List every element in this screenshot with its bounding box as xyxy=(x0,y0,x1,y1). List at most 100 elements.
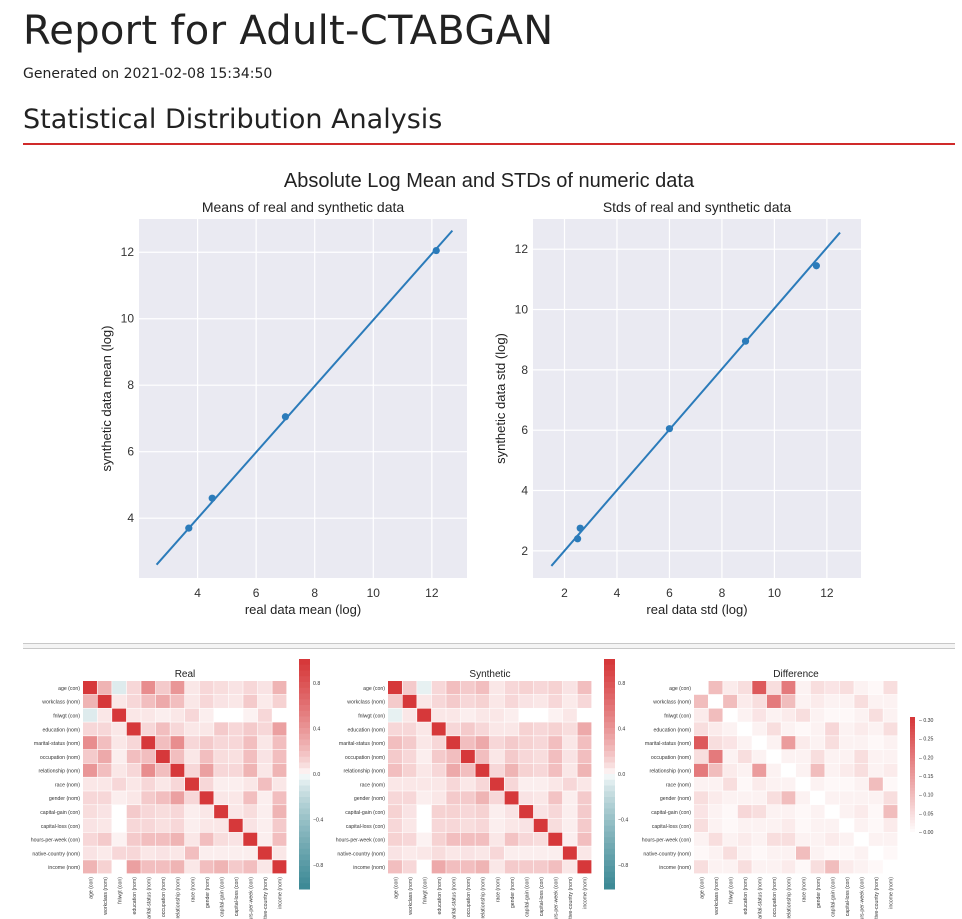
heatmap-cell xyxy=(752,736,767,750)
x-tick-label: 2 xyxy=(561,586,568,600)
heatmap-cell xyxy=(825,749,840,764)
colorbar-tick-label: 0.0 xyxy=(618,772,625,778)
column-label: age (con) xyxy=(393,877,399,899)
heatmap-cell xyxy=(839,722,854,736)
colorbar-segment xyxy=(910,784,915,789)
heatmap-cell xyxy=(752,681,767,695)
heatmap-cell xyxy=(460,791,475,805)
heatmap-cell xyxy=(533,818,548,833)
y-tick-label: 6 xyxy=(127,445,134,459)
heatmap-cell xyxy=(504,805,519,819)
heatmap-cell xyxy=(228,846,243,860)
heatmap-cell xyxy=(272,791,287,805)
heatmap-cell xyxy=(490,749,504,764)
colorbar-segment xyxy=(604,733,615,740)
heatmap-cell xyxy=(83,694,97,708)
heatmap-cell xyxy=(460,805,475,819)
heatmap-cell xyxy=(228,694,243,708)
colorbar-segment xyxy=(604,779,615,786)
row-label: fnlwgt (con) xyxy=(53,713,80,719)
heatmap-cell xyxy=(810,818,825,833)
heatmap-cell xyxy=(475,763,490,777)
column-label: income (nom) xyxy=(278,877,284,909)
heatmap-cell xyxy=(170,791,185,805)
colorbar-segment xyxy=(604,843,615,850)
column-label: gender (nom) xyxy=(510,877,516,908)
colorbar-tick-label: −0.4 xyxy=(313,818,323,824)
heatmap-cell xyxy=(126,860,141,874)
heatmap-cell xyxy=(170,694,185,708)
mean-std-figure: Absolute Log Mean and STDs of numeric da… xyxy=(99,170,861,617)
heatmap-cell xyxy=(490,832,504,846)
x-tick-label: 12 xyxy=(425,586,439,600)
column-label: marital-status (nom) xyxy=(452,877,458,919)
heatmap-cell xyxy=(752,805,767,819)
colorbar-segment xyxy=(299,866,310,873)
heatmap-cell xyxy=(839,694,854,708)
heatmap-cell xyxy=(766,722,781,736)
colorbar-tick-label: −0.8 xyxy=(618,863,628,869)
colorbar-segment xyxy=(299,682,310,689)
heatmap-cell xyxy=(796,846,810,860)
heatmap-cell xyxy=(126,777,141,791)
heatmap-cell xyxy=(417,763,432,777)
heatmap-cell xyxy=(577,818,592,833)
row-label: age (con) xyxy=(669,686,691,692)
heatmap-cell xyxy=(694,722,708,736)
colorbar-segment xyxy=(910,758,915,762)
heatmap-cell xyxy=(126,805,141,819)
heatmap-cell xyxy=(694,832,708,846)
heatmap-cell xyxy=(533,777,548,791)
heatmap-cell xyxy=(170,860,185,874)
heatmap-cell xyxy=(431,694,446,708)
heatmap-cell xyxy=(796,805,810,819)
heatmap-cell xyxy=(810,805,825,819)
heatmap-cell xyxy=(708,818,723,833)
heatmap-cell xyxy=(883,832,898,846)
heatmap-cell xyxy=(504,832,519,846)
colorbar-segment xyxy=(910,761,915,765)
heatmap-cell xyxy=(185,722,199,736)
heatmap-cell xyxy=(766,832,781,846)
heatmap-cell xyxy=(83,791,97,805)
heatmap-cell xyxy=(577,708,592,722)
heatmap-cell xyxy=(708,681,723,695)
y-tick-label: 2 xyxy=(521,544,528,558)
heatmap-cell xyxy=(708,846,723,860)
colorbar-segment xyxy=(299,693,310,700)
colorbar-segment xyxy=(604,676,615,683)
heatmap-cell xyxy=(199,791,214,805)
heatmap-cell xyxy=(141,736,156,750)
colorbar-segment xyxy=(910,778,915,783)
colorbar-segment xyxy=(604,854,615,861)
heatmap-cell xyxy=(431,736,446,750)
heatmap-cell xyxy=(854,791,869,805)
heatmap-cell xyxy=(97,805,112,819)
heatmap-cell xyxy=(854,832,869,846)
colorbar-segment xyxy=(299,797,310,804)
heatmap-cell xyxy=(752,749,767,764)
heatmap-cell xyxy=(83,736,97,750)
heatmap-cell xyxy=(243,681,258,695)
heatmap-cell xyxy=(781,832,796,846)
heatmap-cell xyxy=(112,694,127,708)
heatmap-cell xyxy=(781,694,796,708)
colorbar-segment xyxy=(604,831,615,838)
heatmap-cell xyxy=(446,694,461,708)
column-label: native-country (nom) xyxy=(874,877,880,919)
heatmap-cell xyxy=(562,681,577,695)
colorbar-tick-label: – 0.15 xyxy=(919,774,934,780)
heatmap-cell xyxy=(431,791,446,805)
heatmap-cell xyxy=(199,818,214,833)
heatmap-cell xyxy=(155,791,170,805)
heatmap-cell xyxy=(839,763,854,777)
colorbar-segment xyxy=(910,770,915,774)
heatmap-cell xyxy=(228,763,243,777)
colorbar-segment xyxy=(604,722,615,729)
heatmap-cell xyxy=(825,708,840,722)
heatmap-cell xyxy=(562,763,577,777)
heatmap-cell xyxy=(766,818,781,833)
heatmap-cell xyxy=(431,749,446,764)
heatmap-cell xyxy=(112,722,127,736)
heatmap-cell xyxy=(533,763,548,777)
